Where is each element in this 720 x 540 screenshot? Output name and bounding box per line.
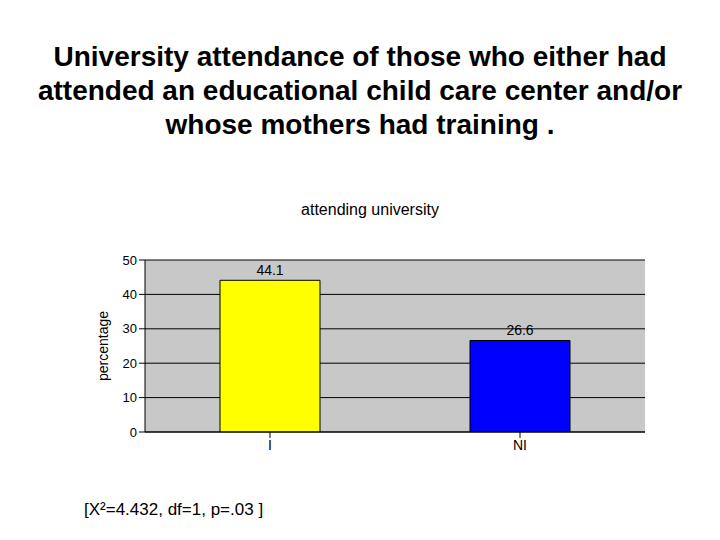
svg-text:40: 40 — [123, 287, 137, 302]
svg-text:NI: NI — [513, 437, 527, 453]
svg-text:I: I — [268, 437, 272, 453]
html-text:University attendance of those: University attendance of those who eithe… — [37, 41, 683, 140]
svg-text:30: 30 — [123, 321, 137, 336]
svg-text:26.6: 26.6 — [506, 322, 533, 338]
svg-text:20: 20 — [123, 356, 137, 371]
html-text:[X²=4.432, df=1, p=.03 ]: [X²=4.432, df=1, p=.03 ] — [84, 500, 264, 519]
html-text:attending university: attending university — [301, 201, 439, 218]
svg-text:percentage: percentage — [95, 311, 111, 381]
svg-text:0: 0 — [130, 425, 137, 440]
svg-text:44.1: 44.1 — [256, 262, 283, 278]
svg-text:50: 50 — [123, 253, 137, 268]
svg-text:10: 10 — [123, 390, 137, 405]
